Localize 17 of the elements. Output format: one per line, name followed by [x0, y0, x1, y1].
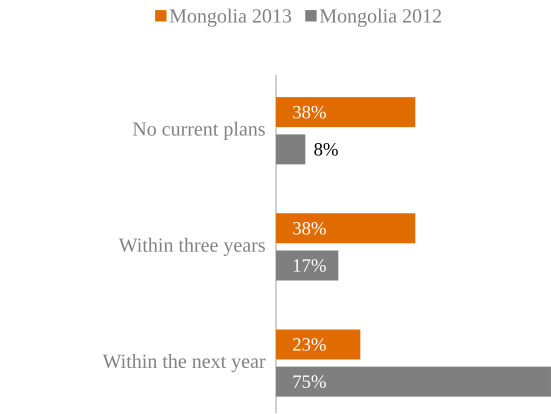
legend-label: Mongolia 2012	[320, 8, 441, 28]
y-tick-label: No current plans	[132, 122, 265, 140]
bar	[276, 250, 338, 281]
y-tick-label: Within the next year	[102, 354, 266, 372]
bar	[276, 134, 306, 165]
data-label: 38%	[293, 222, 326, 235]
y-tick-label: Within three years	[118, 238, 265, 256]
legend-label: Mongolia 2013	[170, 8, 292, 28]
data-label: 23%	[293, 338, 326, 352]
data-label: 38%	[293, 106, 326, 119]
bar	[276, 366, 551, 397]
data-label: 75%	[294, 376, 326, 388]
bar	[276, 330, 360, 360]
data-label: 8%	[314, 143, 338, 156]
bar	[276, 214, 416, 244]
bar	[276, 97, 416, 128]
data-label: 17%	[294, 259, 326, 272]
